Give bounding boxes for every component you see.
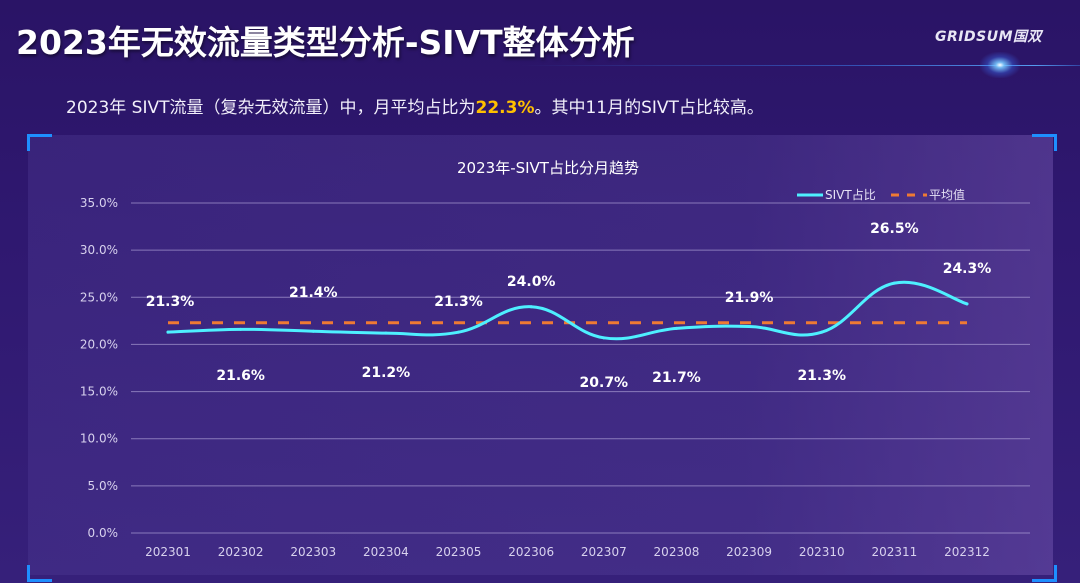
y-tick-label: 5.0%: [88, 479, 119, 493]
summary-prefix: 2023年 SIVT流量（复杂无效流量）中，月平均占比为: [66, 98, 476, 118]
corner-accent-top-right: [1032, 134, 1057, 151]
corner-accent-top-left: [27, 134, 52, 151]
sivt-point: [311, 329, 315, 333]
data-label: 21.2%: [362, 365, 411, 381]
sivt-line: [166, 280, 969, 341]
legend-label-average: 平均值: [929, 187, 965, 202]
x-tick-label: 202304: [363, 545, 409, 559]
x-tick-label: 202301: [145, 545, 191, 559]
corner-accent-bottom-left: [27, 565, 52, 582]
chart-panel: [28, 135, 1053, 575]
data-label: 21.7%: [652, 370, 701, 386]
gridlines: [131, 202, 1030, 534]
y-tick-label: 0.0%: [88, 526, 119, 540]
x-tick-label: 202303: [290, 545, 336, 559]
summary-suffix: 。其中11月的SIVT占比较高。: [534, 98, 764, 118]
sivt-point: [239, 327, 243, 331]
sivt-point: [384, 331, 388, 335]
data-label: 24.0%: [507, 274, 556, 290]
header-light-flare: [980, 52, 1020, 78]
x-tick-label: 202307: [581, 545, 627, 559]
x-tick-label: 202310: [799, 545, 845, 559]
series-layer: [166, 280, 969, 341]
sivt-point: [602, 336, 606, 340]
sivt-point: [529, 305, 533, 309]
data-label: 20.7%: [580, 375, 629, 391]
x-tick-label: 202312: [944, 545, 990, 559]
sivt-point: [965, 302, 969, 306]
data-label: 21.4%: [289, 285, 338, 301]
x-tick-label: 202311: [871, 545, 917, 559]
sivt-point: [166, 330, 170, 334]
sivt-point: [674, 326, 678, 330]
legend-label-sivt: SIVT占比: [825, 187, 876, 202]
x-tick-label: 202305: [436, 545, 482, 559]
data-label: 26.5%: [870, 221, 919, 237]
data-label: 21.9%: [725, 290, 774, 306]
chart-title: 2023年-SIVT占比分月趋势: [457, 159, 639, 177]
data-labels: 21.3% 21.6% 21.4% 21.2% 21.3% 24.0% 20.7% 21.7%…: [146, 221, 992, 391]
data-label: 21.3%: [434, 294, 483, 310]
x-tick-label: 202308: [654, 545, 700, 559]
x-tick-label: 202309: [726, 545, 772, 559]
y-tick-label: 10.0%: [80, 432, 118, 446]
sivt-point: [747, 325, 751, 329]
y-tick-label: 15.0%: [80, 385, 118, 399]
data-label: 21.3%: [146, 294, 195, 310]
x-tick-label: 202306: [508, 545, 554, 559]
data-label: 21.3%: [797, 368, 846, 384]
corner-accent-bottom-right: [1032, 565, 1057, 582]
x-axis: 202301 202302 202303 202304 202305 202306 2023…: [145, 545, 990, 559]
data-label: 24.3%: [943, 261, 992, 277]
summary-highlight: 22.3%: [475, 98, 535, 118]
data-label: 21.6%: [216, 368, 265, 384]
y-tick-label: 20.0%: [80, 337, 118, 351]
y-tick-label: 25.0%: [80, 290, 118, 304]
header-light-line: [520, 65, 1080, 66]
sivt-point: [892, 281, 896, 285]
y-tick-label: 30.0%: [80, 243, 118, 257]
x-tick-label: 202302: [218, 545, 264, 559]
y-tick-label: 35.0%: [80, 196, 118, 210]
page-title: 2023年无效流量类型分析-SIVT整体分析: [16, 23, 635, 62]
sivt-point: [457, 330, 461, 334]
sivt-point: [820, 330, 824, 334]
legend: SIVT占比 平均值: [797, 187, 965, 202]
gridsum-logo: GRIDSUM国双: [935, 29, 1042, 45]
y-axis: 0.0% 5.0% 10.0% 15.0% 20.0% 25.0% 30.0% 35.0%: [80, 196, 118, 540]
summary-text: 2023年 SIVT流量（复杂无效流量）中，月平均占比为22.3%。其中11月的…: [66, 93, 764, 118]
